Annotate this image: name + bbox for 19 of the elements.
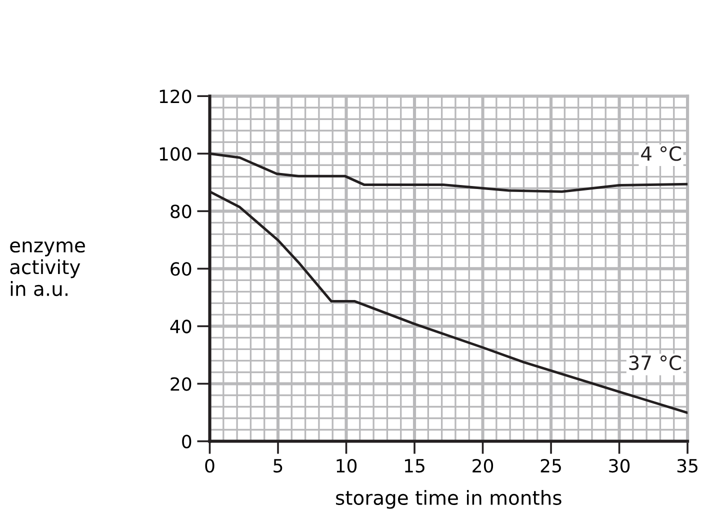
y-axis-title: enzyme activity in a.u. — [10, 241, 85, 296]
y-tick-label: 100 — [160, 147, 192, 161]
y-tick-label: 80 — [170, 204, 192, 218]
x-tick-label: 15 — [405, 459, 424, 473]
series-label: 37 °C — [629, 355, 681, 370]
y-tick-label: 0 — [182, 434, 192, 448]
x-tick-label: 30 — [609, 458, 630, 473]
x-tick-label: 0 — [205, 458, 214, 473]
y-tick-label: 20 — [170, 377, 192, 391]
x-tick-label: 10 — [336, 458, 357, 473]
x-tick-label: 25 — [540, 458, 561, 473]
series-label: 4 °C — [641, 146, 681, 161]
x-axis-title: storage time in months — [336, 490, 562, 509]
x-tick-label: 5 — [274, 459, 282, 473]
y-tick-label: 60 — [170, 262, 192, 276]
y-tick-label: 40 — [170, 320, 192, 334]
x-tick-label: 35 — [677, 458, 698, 473]
x-tick-label: 20 — [472, 458, 494, 473]
y-tick-label: 120 — [160, 90, 192, 104]
